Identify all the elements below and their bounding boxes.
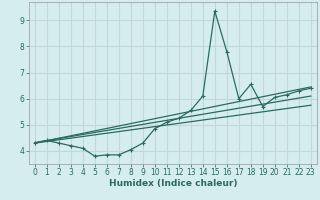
X-axis label: Humidex (Indice chaleur): Humidex (Indice chaleur): [108, 179, 237, 188]
